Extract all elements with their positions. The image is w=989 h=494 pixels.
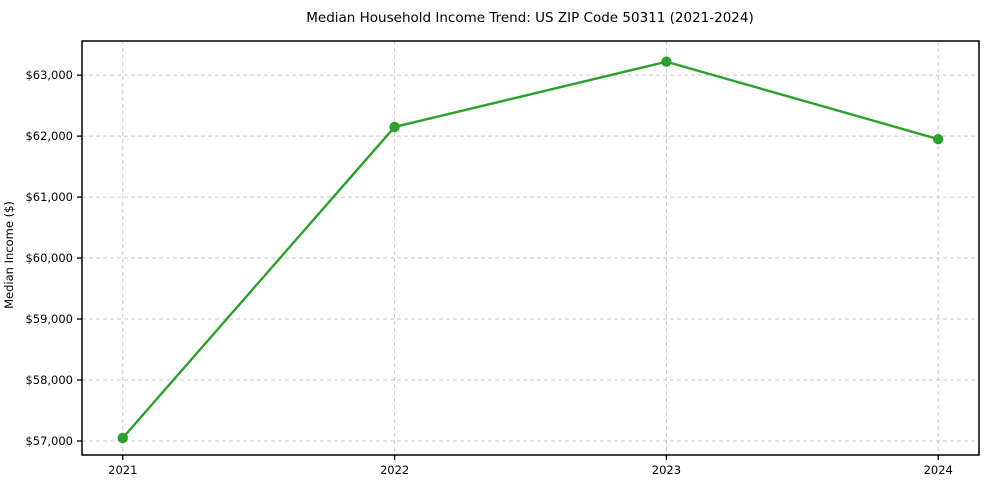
tick-layer: $57,000 $58,000 $59,000 $60,000 $61,000 $62,0… <box>25 68 952 477</box>
y-tick-label: $61,000 <box>25 190 73 204</box>
y-tick-label: $57,000 <box>25 434 73 448</box>
y-tick-label: $59,000 <box>25 312 73 326</box>
y-tick-label: $62,000 <box>25 129 73 143</box>
data-point-2021 <box>117 432 128 444</box>
y-axis-label: Median Income ($) <box>2 201 16 309</box>
data-point-2023 <box>661 56 672 67</box>
y-tick-label: $60,000 <box>25 251 73 265</box>
x-tick-label: 2024 <box>924 463 953 477</box>
x-tick-label: 2022 <box>380 463 409 477</box>
y-tick-label: $63,000 <box>25 68 73 82</box>
x-tick-label: 2021 <box>108 463 137 477</box>
income-trend-line <box>121 60 940 440</box>
grid-layer <box>82 41 979 455</box>
data-point-2024 <box>933 133 944 145</box>
data-series-layer <box>117 56 944 444</box>
y-tick-label: $58,000 <box>25 373 73 387</box>
chart-title: Median Household Income Trend: US ZIP Co… <box>306 10 754 26</box>
x-tick-label: 2023 <box>652 463 681 477</box>
plot-border <box>81 40 980 456</box>
data-point-2022 <box>389 121 400 133</box>
